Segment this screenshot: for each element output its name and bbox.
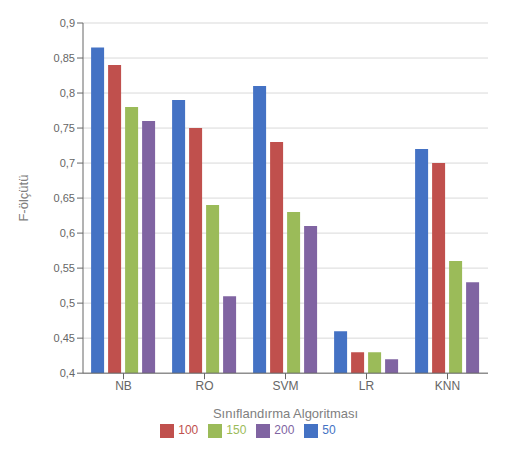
svg-text:Sınıflandırma Algoritması: Sınıflandırma Algoritması (213, 406, 358, 421)
svg-text:0,85: 0,85 (54, 52, 75, 64)
svg-text:0,65: 0,65 (54, 192, 75, 204)
svg-text:SVM: SVM (272, 379, 298, 393)
svg-text:LR: LR (359, 379, 375, 393)
svg-text:0,45: 0,45 (54, 332, 75, 344)
svg-text:0,9: 0,9 (60, 17, 75, 29)
svg-text:F-ölçütü: F-ölçütü (16, 175, 31, 222)
html-text:100: 100 (178, 423, 199, 438)
svg-text:0,6: 0,6 (60, 227, 75, 239)
svg-text:0,7: 0,7 (60, 157, 75, 169)
html-text:50: 50 (322, 423, 336, 438)
svg-text:0,55: 0,55 (54, 262, 75, 274)
html-text:150: 150 (226, 423, 247, 438)
svg-text:RO: RO (196, 379, 214, 393)
svg-text:NB: NB (115, 379, 132, 393)
svg-text:0,4: 0,4 (60, 367, 75, 379)
svg-text:0,5: 0,5 (60, 297, 75, 309)
html-text:200: 200 (274, 423, 295, 438)
svg-text:0,75: 0,75 (54, 122, 75, 134)
svg-text:KNN: KNN (435, 379, 460, 393)
svg-text:0,8: 0,8 (60, 87, 75, 99)
